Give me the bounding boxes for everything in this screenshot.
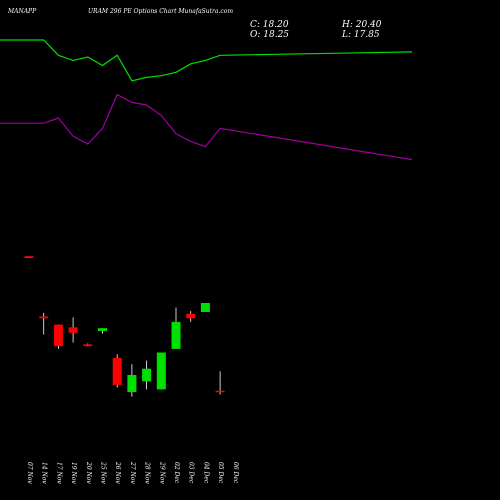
- candle-body: [83, 344, 93, 347]
- x-tick-label: 29 Nov: [158, 461, 165, 484]
- x-tick-label: 25 Nov: [100, 461, 107, 484]
- candle-body: [186, 313, 196, 319]
- x-tick-label: 27 Nov: [129, 461, 136, 484]
- candle-body: [24, 256, 34, 258]
- candle-body: [171, 321, 181, 349]
- candle-body: [53, 324, 63, 347]
- open-value: O: 18.25: [250, 30, 290, 40]
- x-axis-labels: 07 Nov 14 Nov 17 Nov 19 Nov 20 Nov 25 Nov 26 N…: [26, 461, 239, 484]
- x-tick-label: 26 Nov: [114, 461, 121, 484]
- candle-body: [127, 375, 137, 393]
- x-tick-label: 05 Dec: [217, 462, 224, 484]
- x-tick-label: 19 Nov: [70, 462, 77, 484]
- low-value: L: 17.85: [342, 30, 380, 40]
- x-tick-label: 02 Dec: [173, 462, 180, 484]
- candles: [24, 256, 225, 397]
- close-value: C: 18.20: [250, 20, 289, 30]
- x-tick-label: 14 Nov: [41, 462, 48, 484]
- x-tick-label: 17 Nov: [55, 462, 62, 484]
- candle-body: [68, 327, 78, 333]
- chart-title: URAM 296 PE Options Chart MunafaSutra.co…: [88, 8, 234, 15]
- x-tick-label: 20 Nov: [85, 461, 92, 484]
- line-mid: [0, 93, 413, 161]
- candle-body: [215, 390, 225, 393]
- high-value: H: 20.40: [342, 20, 382, 30]
- x-tick-label: 03 Dec: [188, 462, 195, 484]
- candle-body: [39, 316, 49, 319]
- x-tick-label: 28 Nov: [144, 461, 151, 484]
- indicator-lines: [0, 39, 413, 161]
- x-tick-label: 04 Dec: [202, 462, 209, 484]
- line-top: [0, 39, 413, 82]
- candle-body: [200, 303, 210, 312]
- candle-body: [112, 357, 122, 385]
- x-tick-label: 07 Nov: [26, 462, 33, 484]
- symbol-label: MANAPP: [8, 8, 37, 15]
- candle-body: [142, 368, 152, 382]
- candle-body: [156, 352, 166, 390]
- candle-body: [98, 328, 107, 331]
- x-tick-label: 06 Dec: [232, 462, 239, 484]
